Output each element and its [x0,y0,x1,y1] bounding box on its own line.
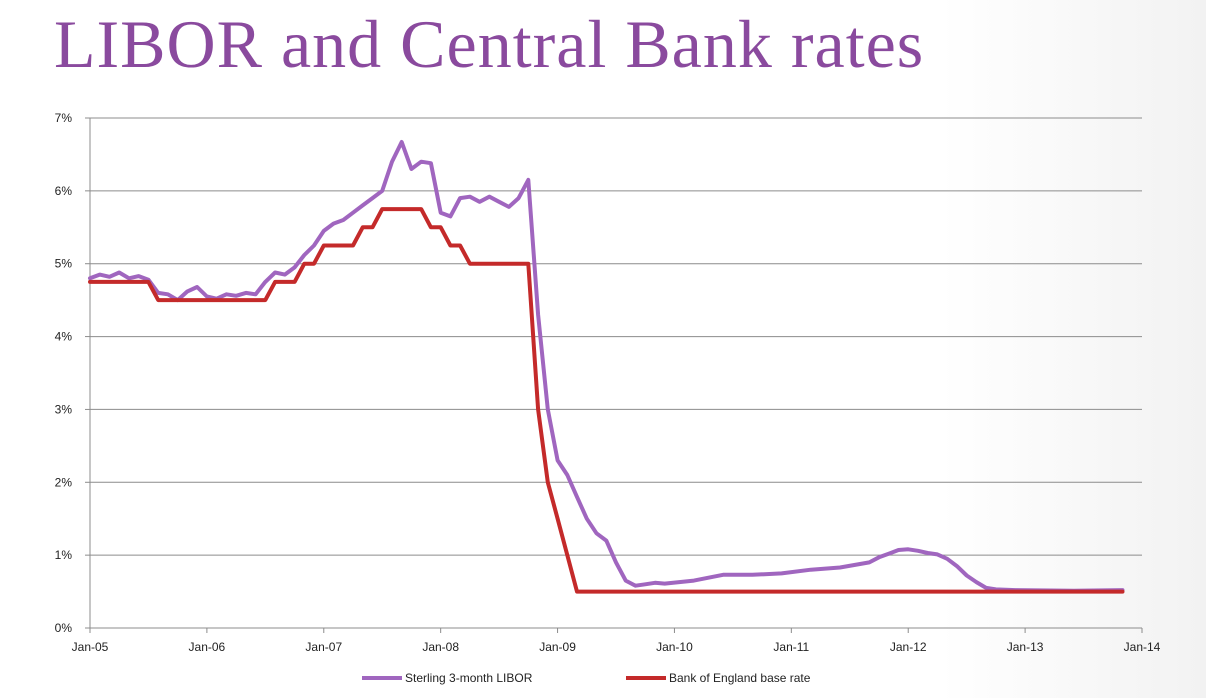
x-tick-label: Jan-07 [305,640,342,654]
x-tick-label: Jan-12 [890,640,927,654]
y-tick-label: 3% [55,402,73,416]
x-tick-label: Jan-08 [422,640,459,654]
x-tick-label: Jan-10 [656,640,693,654]
legend-label: Bank of England base rate [669,671,811,685]
slide-title: LIBOR and Central Bank rates [54,6,925,82]
y-tick-label: 6% [55,184,73,198]
y-tick-label: 1% [55,548,73,562]
y-tick-label: 7% [55,111,73,125]
legend-label: Sterling 3-month LIBOR [405,671,533,685]
x-tick-label: Jan-11 [773,640,809,654]
series-line-libor [88,140,1125,593]
y-tick-label: 5% [55,257,73,271]
x-tick-label: Jan-14 [1124,640,1161,654]
series-line-base-rate [88,207,1125,594]
y-tick-label: 0% [55,621,73,635]
x-tick-label: Jan-06 [189,640,226,654]
x-tick-label: Jan-13 [1007,640,1044,654]
y-tick-label: 4% [55,330,73,344]
y-tick-label: 2% [55,475,73,489]
x-tick-label: Jan-05 [72,640,109,654]
x-tick-label: Jan-09 [539,640,576,654]
